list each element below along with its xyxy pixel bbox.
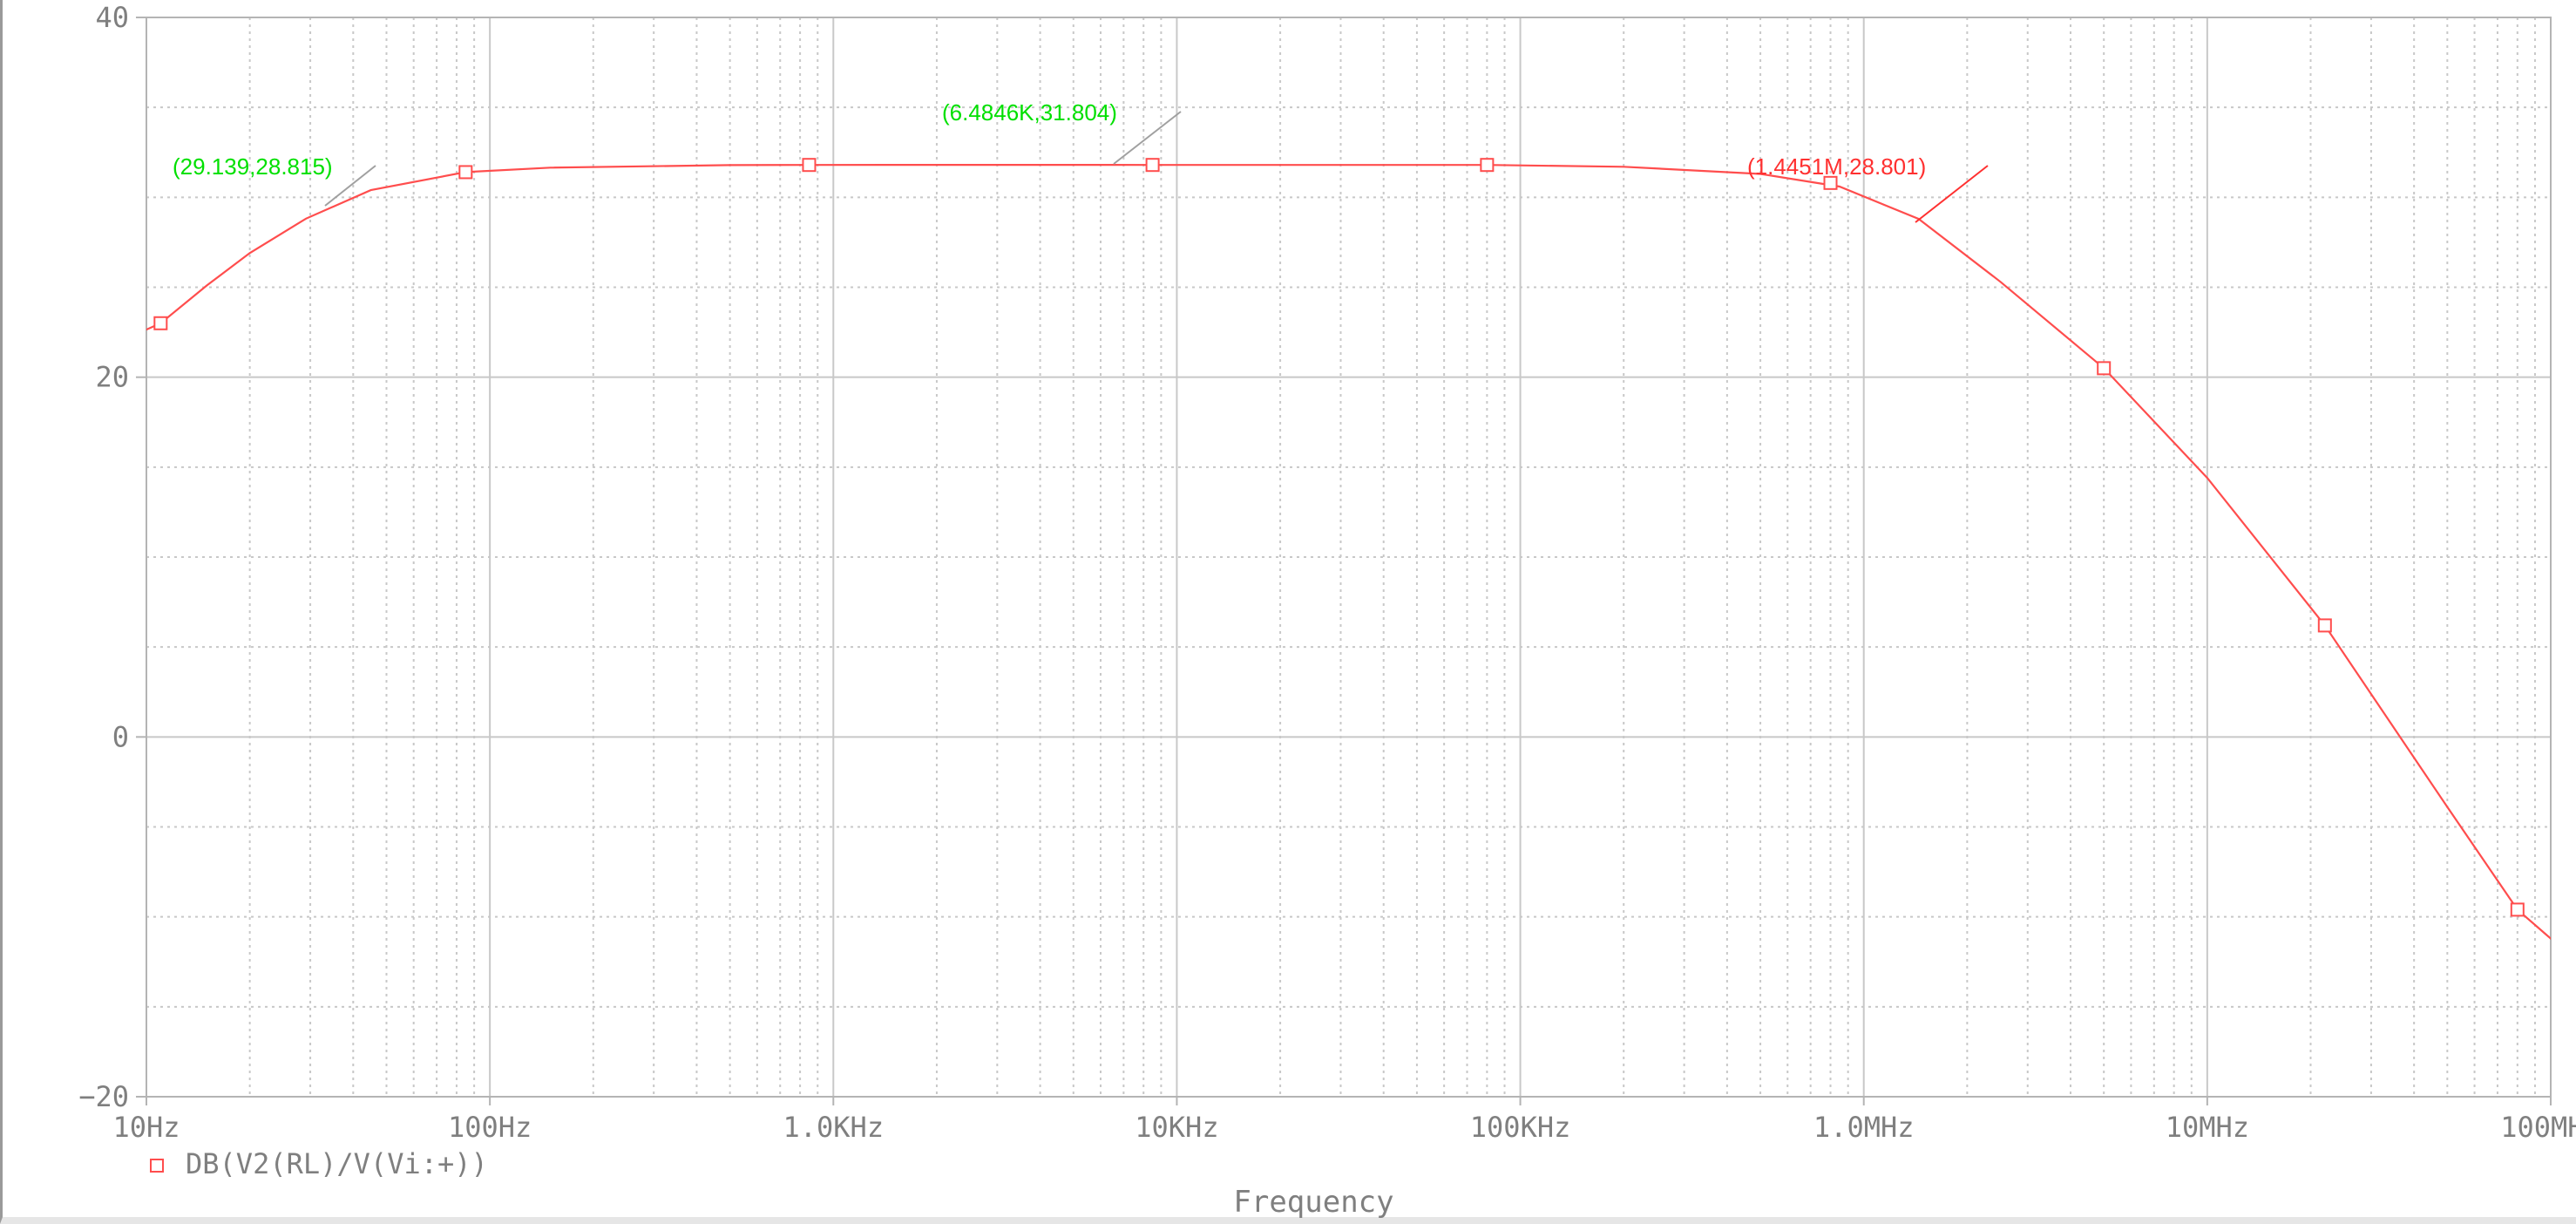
series-marker	[2317, 618, 2332, 633]
x-axis-title: Frequency	[1233, 1185, 1393, 1220]
series-line	[146, 164, 2551, 941]
annotation-label: (1.4451M,28.801)	[1747, 153, 1926, 180]
annotation-leader	[1915, 165, 1989, 223]
series-marker	[1145, 158, 1160, 173]
x-tick-label: 100MHz	[2500, 1111, 2576, 1144]
series-marker	[2510, 902, 2525, 917]
series-marker	[802, 158, 817, 173]
legend-marker	[150, 1159, 164, 1173]
y-tick-label: 0	[112, 720, 129, 753]
y-tick-label: 40	[95, 1, 129, 34]
series-marker	[1480, 158, 1495, 173]
annotation-leader	[1113, 111, 1182, 165]
annotation-leader	[324, 165, 376, 207]
x-tick-label: 100KHz	[1470, 1111, 1571, 1144]
annotation-label: (6.4846K,31.804)	[942, 99, 1117, 126]
series-marker	[153, 316, 168, 330]
x-tick-label: 10Hz	[112, 1111, 180, 1144]
series-marker	[1823, 175, 1838, 190]
x-tick-label: 10MHz	[2166, 1111, 2249, 1144]
y-tick-label: 20	[95, 361, 129, 394]
x-tick-label: 100Hz	[448, 1111, 532, 1144]
y-tick-label: −20	[78, 1080, 129, 1113]
annotation-label: (29.139,28.815)	[173, 153, 333, 180]
x-tick-label: 10KHz	[1135, 1111, 1218, 1144]
series-marker	[458, 165, 473, 180]
series-marker	[2097, 361, 2112, 376]
legend-label: DB(V2(RL)/V(Vi:+))	[186, 1147, 488, 1180]
x-tick-label: 1.0MHz	[1813, 1111, 1915, 1144]
x-tick-label: 1.0KHz	[783, 1111, 884, 1144]
plot-frame	[146, 17, 2552, 1098]
